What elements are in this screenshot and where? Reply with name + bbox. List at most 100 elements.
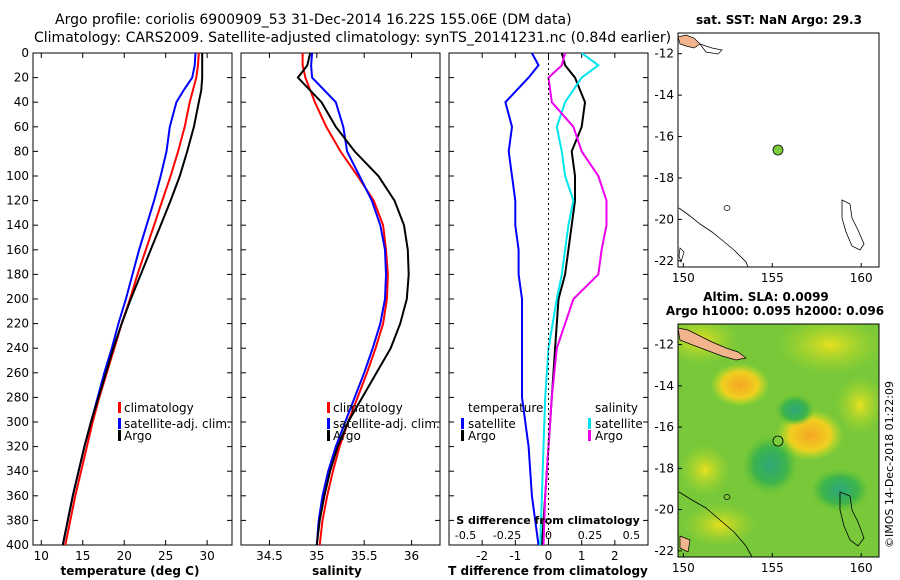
series-line-climatology (301, 53, 389, 546)
sla-patch (742, 435, 798, 495)
sst-map-title: sat. SST: NaN Argo: 29.3 (696, 13, 862, 27)
series-line-climatology (64, 52, 200, 546)
map-y-tick-label: -12 (654, 47, 674, 61)
island-shape (678, 247, 685, 264)
y-tick-label: 240 (6, 341, 29, 355)
sla-patch (775, 394, 815, 426)
salinity-panel: 34.5 35 35.5 36 salinity climatology satell… (240, 52, 441, 578)
title-line-2: Climatology: CARS2009. Satellite-adjuste… (34, 30, 671, 46)
title-line-1: Argo profile: coriolis 6900909_53 31-Dec… (55, 12, 572, 28)
salinity-legend: climatology satellite-adj. clim. Argo (327, 401, 440, 443)
y-tick-label: 160 (6, 243, 29, 257)
map-y-tick-label: -14 (654, 88, 674, 102)
legend-swatch-t-satellite (461, 418, 464, 429)
series-line-s-argo (542, 52, 608, 546)
map-y-tick-label: -18 (654, 171, 674, 185)
y-tick-label: 60 (14, 120, 29, 134)
sla-field (678, 324, 879, 557)
sla-patch (679, 444, 731, 496)
x-tick-label: -1 (509, 549, 521, 563)
s-tick-label: -0.25 (493, 529, 521, 542)
map-x-tick-label: 150 (672, 561, 695, 575)
legend-label-argo: Argo (333, 429, 361, 443)
difference-legend: temperature satellite Argo salinity sate… (461, 401, 643, 443)
y-tick-label: 140 (6, 218, 29, 232)
argo-location-marker (772, 435, 784, 447)
sla-map-title-line-1: Altim. SLA: 0.0099 (703, 290, 829, 304)
x-tick-label: 30 (199, 549, 214, 563)
legend-label-t-satellite: satellite (468, 417, 516, 431)
legend-swatch-argo (327, 430, 330, 441)
copyright-credit: ©IMOS 14-Dec-2018 01:22:09 (883, 381, 896, 548)
map-y-tick-label: -16 (654, 130, 674, 144)
series-line-t-satellite (504, 52, 540, 546)
legend-label-s-argo: Argo (595, 429, 623, 443)
y-tick-label: 380 (6, 513, 29, 527)
difference-panel: -2 -1 0 1 2 S difference from climatology -0… (448, 52, 649, 578)
legend-title-temperature: temperature (468, 401, 543, 415)
sla-map: Altim. SLA: 0.0099 Argo h1000: 0.095 h20… (654, 290, 884, 575)
sla-map-title-line-2: Argo h1000: 0.095 h2000: 0.096 (666, 304, 884, 318)
island-shape (723, 205, 731, 211)
t-difference-xlabel: T difference from climatology (448, 564, 648, 578)
series-line-satellite-adj-clim (310, 52, 388, 546)
landmass-shape (677, 34, 701, 49)
y-tick-label: 280 (6, 390, 29, 404)
temperature-legend: climatology satellite-adj. clim. Argo (118, 401, 231, 443)
legend-label-t-argo: Argo (468, 429, 496, 443)
y-tick-label: 300 (6, 415, 29, 429)
legend-swatch-climatology (327, 402, 330, 413)
map-x-tick-label: 150 (672, 271, 695, 285)
landmass-shape (677, 327, 747, 361)
sla-patch (682, 503, 758, 547)
temperature-xlabel: temperature (deg C) (61, 564, 200, 578)
map-x-tick-label: 155 (761, 561, 784, 575)
sla-patch (775, 324, 879, 375)
y-tick-label: 80 (14, 144, 29, 158)
sla-map-frame (677, 323, 880, 558)
y-tick-label: 200 (6, 292, 29, 306)
island-shape (839, 491, 865, 547)
argo-location-marker (772, 144, 784, 156)
y-tick-label: 220 (6, 317, 29, 331)
map-y-tick-label: -22 (654, 254, 674, 268)
salinity-axes-box (240, 52, 441, 546)
y-tick-label: 0 (21, 46, 29, 60)
x-tick-label: 36 (404, 549, 419, 563)
legend-label-climatology: climatology (333, 401, 403, 415)
map-x-tick-label: 155 (761, 271, 784, 285)
x-tick-label: 0 (545, 549, 553, 563)
x-tick-label: -2 (476, 549, 488, 563)
island-shape (723, 494, 731, 500)
x-tick-label: 1 (578, 549, 586, 563)
legend-label-s-satellite: satellite (595, 417, 643, 431)
s-tick-label: 0 (545, 529, 552, 542)
legend-label-satellite: satellite-adj. clim. (124, 417, 231, 431)
legend-title-salinity: salinity (595, 401, 638, 415)
x-tick-label: 34.5 (256, 549, 283, 563)
s-tick-label: -0.5 (455, 529, 476, 542)
series-line-s-satellite (539, 52, 600, 546)
x-tick-label: 10 (34, 549, 49, 563)
y-tick-label: 360 (6, 489, 29, 503)
map-y-tick-label: -20 (654, 503, 674, 517)
y-tick-label: 120 (6, 194, 29, 208)
map-y-tick-label: -18 (654, 461, 674, 475)
map-x-tick-label: 160 (850, 561, 873, 575)
temperature-panel: 0 20 40 60 80 100 120 140 160 180 200 220 240 260 280 3… (6, 46, 233, 578)
legend-label-satellite: satellite-adj. clim. (333, 417, 440, 431)
reef-line (678, 207, 749, 268)
map-y-tick-label: -22 (654, 544, 674, 558)
s-tick-label: 0.5 (623, 529, 641, 542)
x-tick-label: 35.5 (351, 549, 378, 563)
sla-patch (710, 363, 770, 407)
salinity-xlabel: salinity (312, 564, 362, 578)
y-tick-label: 340 (6, 464, 29, 478)
x-tick-label: 35 (309, 549, 324, 563)
legend-swatch-satellite (327, 418, 330, 429)
y-tick-label: 100 (6, 169, 29, 183)
y-tick-label: 320 (6, 440, 29, 454)
y-tick-label: 180 (6, 267, 29, 281)
temperature-axes-box (32, 52, 233, 546)
